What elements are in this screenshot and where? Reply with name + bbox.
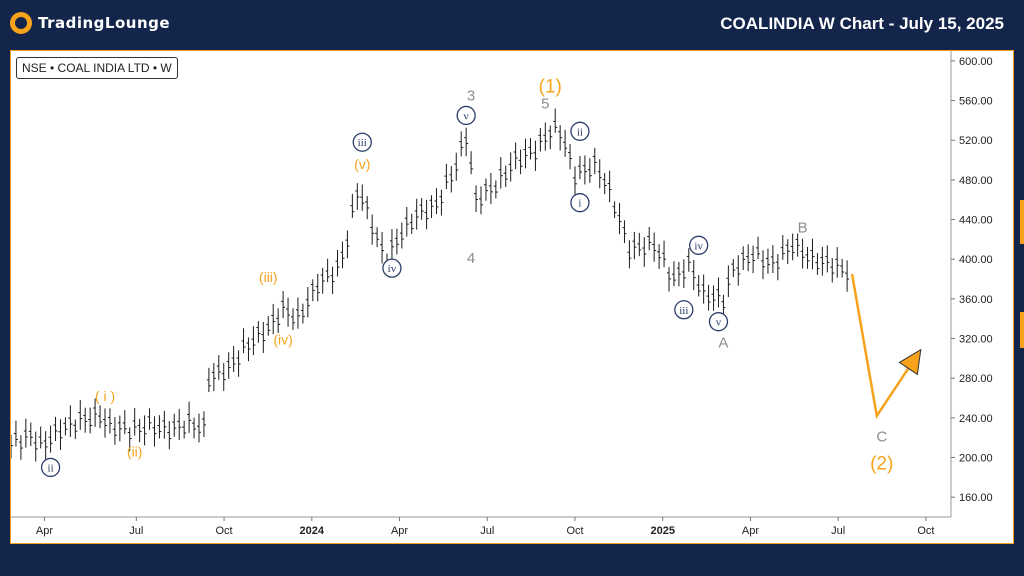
y-tick-label: 520.00 xyxy=(959,135,993,147)
wave-circle xyxy=(382,258,402,278)
y-tick-label: 360.00 xyxy=(959,294,993,306)
wave-label: A xyxy=(718,334,728,351)
wave-label: v xyxy=(716,317,722,329)
x-tick-label: 2024 xyxy=(300,525,325,537)
y-tick-label: 400.00 xyxy=(959,254,993,266)
projection-line xyxy=(850,273,918,420)
wave-label: 3 xyxy=(467,88,475,105)
x-tick-label: Apr xyxy=(391,525,408,537)
wave-label: v xyxy=(463,110,469,122)
x-tick-label: Apr xyxy=(742,525,759,537)
projection-arrow xyxy=(898,348,922,376)
chart-area[interactable]: 600.00 560.00 520.00 480.00 440.00 400.00 360.… xyxy=(9,50,1014,544)
wave-label: C xyxy=(876,429,887,446)
y-tick-label: 280.00 xyxy=(959,373,993,385)
wave-label: ( i ) xyxy=(95,388,115,404)
x-tick-label: Oct xyxy=(917,525,934,537)
wave-circle xyxy=(570,193,590,213)
wave-label: (1) xyxy=(539,77,562,98)
wave-circle xyxy=(352,132,372,152)
wave-label: (ii) xyxy=(127,444,143,460)
logo-icon xyxy=(10,12,32,34)
x-tick-label: Jul xyxy=(831,525,845,537)
wave-circle xyxy=(456,105,476,126)
wave-circle xyxy=(40,457,61,478)
wave-circle xyxy=(708,312,729,332)
y-tick-label: 480.00 xyxy=(959,175,993,187)
wave-label: B xyxy=(798,219,808,236)
wave-label: ii xyxy=(577,126,583,138)
x-tick-label: Jul xyxy=(129,525,143,537)
y-tick-label: 320.00 xyxy=(959,334,993,346)
y-tick-label: 560.00 xyxy=(959,96,993,108)
symbol-label: NSE • COAL INDIA LTD • W xyxy=(16,57,178,79)
x-tick-label: Oct xyxy=(566,525,583,537)
brand-name: TradingLounge xyxy=(38,14,171,32)
wave-label: (2) xyxy=(870,453,893,474)
y-tick-label: 160.00 xyxy=(959,492,993,504)
x-tick-label: 2025 xyxy=(650,525,674,537)
wave-circle xyxy=(689,235,709,255)
wave-circle xyxy=(570,121,590,141)
edge-marker xyxy=(1020,200,1024,244)
wave-label: (v) xyxy=(354,156,370,172)
x-tick-label: Apr xyxy=(36,525,53,537)
x-tick-label: Jul xyxy=(480,525,494,537)
wave-label: ii xyxy=(48,462,54,474)
wave-label: iii xyxy=(679,305,688,317)
brand-logo: TradingLounge xyxy=(10,12,170,34)
edge-marker xyxy=(1020,312,1024,348)
y-tick-label: 440.00 xyxy=(959,215,993,227)
wave-circle xyxy=(674,300,694,320)
price-chart[interactable]: 600.00 560.00 520.00 480.00 440.00 400.00 360.… xyxy=(9,51,1013,543)
wave-label: i xyxy=(578,198,581,210)
y-tick-label: 200.00 xyxy=(959,453,993,465)
x-tick-label: Oct xyxy=(216,525,233,537)
wave-label: iv xyxy=(694,240,703,252)
wave-label: iv xyxy=(388,263,397,275)
wave-label: iii xyxy=(358,137,367,149)
chart-title: COALINDIA W Chart - July 15, 2025 xyxy=(720,14,1004,33)
y-tick-label: 240.00 xyxy=(959,413,993,425)
y-tick-label: 600.00 xyxy=(959,56,993,68)
wave-label: 4 xyxy=(467,250,475,267)
header-bar: TradingLounge COALINDIA W Chart - July 1… xyxy=(0,0,1024,48)
wave-label: (iii) xyxy=(259,269,278,285)
wave-label: 5 xyxy=(541,96,549,113)
wave-label: (iv) xyxy=(273,332,292,348)
